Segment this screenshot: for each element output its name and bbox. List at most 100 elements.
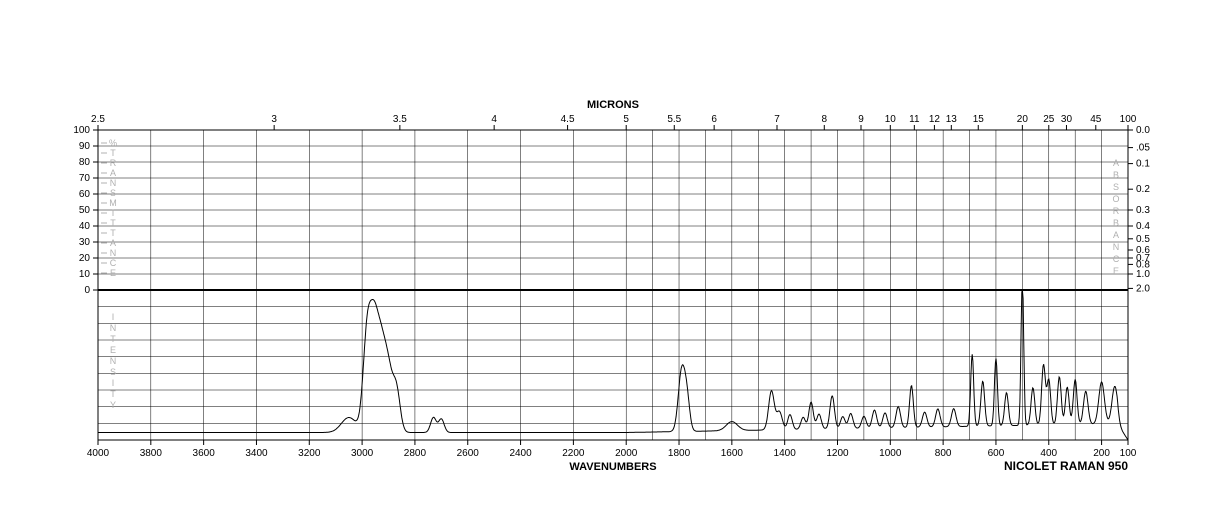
- svg-text:C: C: [110, 258, 117, 268]
- svg-text:1000: 1000: [879, 448, 902, 459]
- svg-text:2200: 2200: [562, 448, 585, 459]
- spectrum-chart: { "layout":{ "width":1224,"height":528, …: [0, 0, 1224, 528]
- svg-text:8: 8: [822, 114, 828, 125]
- svg-text:6: 6: [711, 114, 717, 125]
- spectrum-svg: 2.533.544.555.56789101112131520253045100…: [0, 0, 1224, 528]
- svg-text:4000: 4000: [87, 448, 110, 459]
- svg-text:90: 90: [79, 141, 91, 152]
- svg-text:N: N: [110, 323, 117, 333]
- svg-text:T: T: [110, 218, 116, 228]
- svg-text:E: E: [110, 268, 116, 278]
- svg-text:MICRONS: MICRONS: [587, 99, 639, 111]
- svg-text:0: 0: [84, 285, 90, 296]
- svg-text:0.0: 0.0: [1136, 125, 1150, 136]
- svg-text:60: 60: [79, 189, 91, 200]
- svg-text:70: 70: [79, 173, 91, 184]
- svg-text:0.1: 0.1: [1136, 159, 1150, 170]
- svg-text:Y: Y: [110, 400, 116, 410]
- svg-text:45: 45: [1090, 114, 1102, 125]
- svg-text:5.5: 5.5: [667, 114, 681, 125]
- svg-text:I: I: [112, 378, 115, 388]
- svg-text:30: 30: [79, 237, 91, 248]
- svg-text:I: I: [112, 312, 115, 322]
- svg-text:50: 50: [79, 205, 91, 216]
- svg-text:T: T: [110, 228, 116, 238]
- svg-text:100: 100: [73, 125, 90, 136]
- svg-text:10: 10: [885, 114, 897, 125]
- svg-text:3.5: 3.5: [393, 114, 407, 125]
- svg-text:4: 4: [491, 114, 497, 125]
- svg-text:S: S: [110, 367, 116, 377]
- svg-text:800: 800: [935, 448, 952, 459]
- svg-text:11: 11: [909, 114, 920, 125]
- svg-text:NICOLET RAMAN 950: NICOLET RAMAN 950: [1004, 459, 1128, 473]
- svg-text:2000: 2000: [615, 448, 638, 459]
- svg-text:R: R: [110, 158, 117, 168]
- svg-text:2.5: 2.5: [91, 114, 105, 125]
- svg-text:1800: 1800: [668, 448, 691, 459]
- svg-text:2800: 2800: [404, 448, 427, 459]
- svg-text:13: 13: [946, 114, 958, 125]
- svg-text:4.5: 4.5: [561, 114, 575, 125]
- svg-text:600: 600: [988, 448, 1005, 459]
- svg-text:7: 7: [774, 114, 780, 125]
- svg-text:O: O: [1112, 194, 1119, 204]
- svg-text:M: M: [109, 198, 117, 208]
- svg-text:%: %: [109, 138, 117, 148]
- svg-text:40: 40: [79, 221, 91, 232]
- svg-text:N: N: [110, 178, 117, 188]
- svg-text:S: S: [110, 188, 116, 198]
- svg-text:400: 400: [1040, 448, 1057, 459]
- svg-text:20: 20: [79, 253, 91, 264]
- svg-text:0.3: 0.3: [1136, 205, 1150, 216]
- svg-text:C: C: [1113, 254, 1120, 264]
- svg-text:1400: 1400: [774, 448, 797, 459]
- svg-text:12: 12: [929, 114, 941, 125]
- svg-text:A: A: [1113, 230, 1119, 240]
- svg-text:1200: 1200: [826, 448, 849, 459]
- svg-text:100: 100: [1120, 114, 1137, 125]
- svg-text:3600: 3600: [193, 448, 216, 459]
- svg-text:A: A: [1113, 158, 1119, 168]
- svg-text:A: A: [110, 168, 116, 178]
- svg-text:1600: 1600: [721, 448, 744, 459]
- svg-text:B: B: [1113, 170, 1119, 180]
- svg-text:S: S: [1113, 182, 1119, 192]
- svg-text:2600: 2600: [457, 448, 480, 459]
- svg-text:T: T: [110, 334, 116, 344]
- svg-text:3400: 3400: [245, 448, 268, 459]
- svg-text:2.0: 2.0: [1136, 283, 1150, 294]
- svg-text:WAVENUMBERS: WAVENUMBERS: [569, 461, 656, 473]
- svg-text:N: N: [110, 248, 117, 258]
- svg-text:B: B: [1113, 218, 1119, 228]
- svg-text:1.0: 1.0: [1136, 269, 1150, 280]
- svg-text:A: A: [110, 238, 116, 248]
- svg-text:9: 9: [858, 114, 864, 125]
- svg-text:2400: 2400: [509, 448, 532, 459]
- svg-text:E: E: [110, 345, 116, 355]
- svg-text:15: 15: [973, 114, 985, 125]
- svg-text:3200: 3200: [298, 448, 321, 459]
- svg-text:N: N: [110, 356, 117, 366]
- svg-text:3: 3: [271, 114, 277, 125]
- svg-text:3800: 3800: [140, 448, 163, 459]
- svg-text:25: 25: [1043, 114, 1055, 125]
- svg-text:20: 20: [1017, 114, 1029, 125]
- svg-text:200: 200: [1093, 448, 1110, 459]
- svg-text:.05: .05: [1136, 143, 1150, 154]
- svg-text:E: E: [1113, 266, 1119, 276]
- svg-text:T: T: [110, 389, 116, 399]
- svg-text:N: N: [1113, 242, 1120, 252]
- svg-text:5: 5: [623, 114, 629, 125]
- svg-text:3000: 3000: [351, 448, 374, 459]
- svg-text:30: 30: [1061, 114, 1073, 125]
- svg-text:80: 80: [79, 157, 91, 168]
- svg-text:I: I: [112, 208, 115, 218]
- svg-text:R: R: [1113, 206, 1120, 216]
- svg-text:100: 100: [1120, 448, 1137, 459]
- svg-text:10: 10: [79, 269, 91, 280]
- svg-text:0.2: 0.2: [1136, 184, 1150, 195]
- svg-text:0.5: 0.5: [1136, 234, 1150, 245]
- svg-text:0.4: 0.4: [1136, 221, 1150, 232]
- svg-text:T: T: [110, 148, 116, 158]
